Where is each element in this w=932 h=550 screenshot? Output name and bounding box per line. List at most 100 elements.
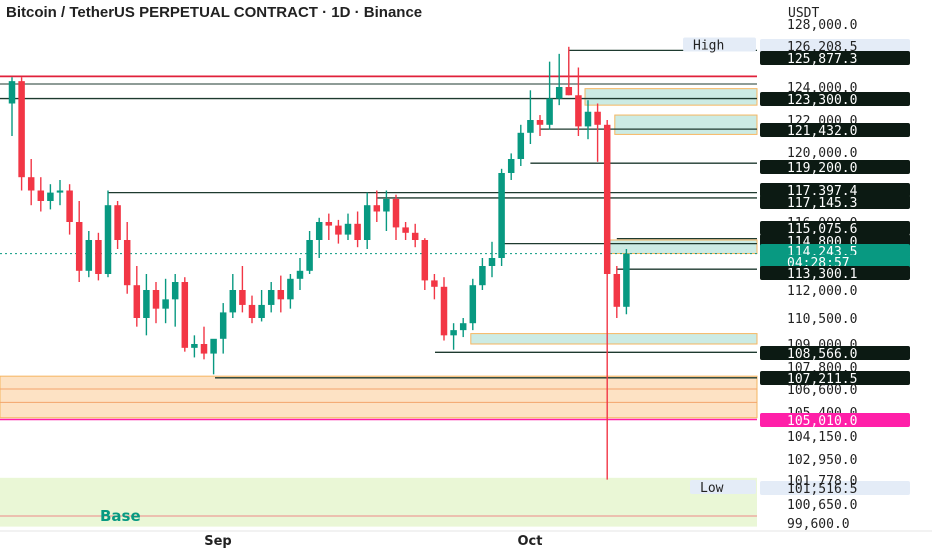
- price-tick-label: 104,150.0: [787, 430, 857, 445]
- candle-body: [411, 232, 419, 240]
- candle-body: [210, 338, 217, 354]
- candle-body: [152, 290, 160, 309]
- candle-body: [575, 95, 582, 127]
- price-tick-label: 123,300.0: [787, 93, 857, 108]
- price-tick-label: 101,516.5: [787, 482, 857, 497]
- price-tick-label: 125,877.3: [787, 52, 857, 67]
- candle-body: [469, 285, 477, 324]
- candle-body: [440, 286, 448, 336]
- price-tick-label: 119,200.0: [787, 161, 857, 176]
- candle-body: [325, 222, 333, 226]
- price-tag-bg: [760, 92, 910, 106]
- price-tick-label: 100,650.0: [787, 498, 857, 513]
- high-tag: High: [693, 38, 724, 53]
- candle-body: [181, 282, 189, 348]
- candle-body: [95, 240, 102, 274]
- candle-body: [603, 124, 611, 274]
- candle-body: [200, 344, 208, 354]
- candle-body: [584, 111, 592, 127]
- candle-body: [335, 225, 342, 235]
- candle-body: [18, 81, 25, 178]
- price-tag-bg: [760, 221, 910, 235]
- candle-body: [287, 278, 294, 300]
- price-tick-label: 110,500.0: [787, 312, 857, 327]
- candle-body: [555, 87, 563, 99]
- price-tag-bg: [760, 195, 910, 209]
- price-tick-label: 108,566.0: [787, 347, 857, 362]
- price-tick-label: 128,000.0: [787, 18, 857, 33]
- levels-layer: [0, 49, 757, 421]
- candle-body: [47, 192, 54, 201]
- candle-body: [277, 290, 285, 300]
- teal-zone-c: [608, 239, 758, 254]
- candle-body: [354, 223, 361, 240]
- low-tag: Low: [700, 481, 724, 496]
- candle-body: [459, 323, 467, 331]
- candle-body: [315, 222, 323, 240]
- price-tag-bg: [760, 183, 910, 197]
- candle-body: [546, 98, 553, 125]
- price-tags: 128,000.0126,208.5125,877.3124,000.0123,…: [683, 18, 910, 532]
- candle-body: [104, 205, 112, 274]
- candle-body: [133, 285, 141, 318]
- time-tick-label: Oct: [518, 534, 543, 549]
- candle-body: [594, 111, 601, 125]
- teal-zone-b: [614, 114, 758, 135]
- candle-body: [248, 304, 256, 318]
- candles-layer: [8, 46, 630, 480]
- candle-body: [344, 223, 352, 235]
- price-tick-label: 101,778.0: [787, 474, 857, 489]
- candle-body: [421, 240, 429, 281]
- price-tick-label: 117,145.3: [787, 196, 857, 211]
- candle-body: [498, 173, 505, 258]
- price-tag-bg: [760, 123, 910, 137]
- candle-body: [66, 190, 73, 222]
- teal-zone-a: [584, 88, 758, 106]
- base-label: Base: [100, 507, 141, 525]
- price-tag-bg: [760, 481, 910, 495]
- candle-body: [267, 290, 275, 305]
- candle-body: [507, 159, 515, 173]
- candle-body: [431, 280, 438, 287]
- price-tag-bg: [760, 39, 910, 53]
- candle-body: [143, 290, 150, 318]
- candle-body: [306, 240, 313, 271]
- price-tag-bg: [760, 244, 910, 258]
- teal-zone-d: [470, 333, 758, 345]
- price-tag-bg: [760, 255, 910, 269]
- candle-body: [75, 222, 83, 271]
- candle-body: [56, 190, 64, 193]
- candle-body: [623, 253, 630, 307]
- orange-support-zone: [0, 375, 758, 419]
- price-tick-label: 99,600.0: [787, 517, 850, 532]
- candle-body: [613, 274, 621, 307]
- price-tag-bg: [760, 371, 910, 385]
- candle-body: [373, 205, 381, 212]
- candle-body: [85, 240, 93, 271]
- candle-body: [8, 81, 16, 104]
- price-tick-label: 106,600.0: [787, 383, 857, 398]
- candle-body: [123, 240, 131, 286]
- candle-body: [229, 290, 237, 313]
- price-tick-label: 113,300.1: [787, 267, 857, 282]
- candle-body: [171, 282, 179, 300]
- candle-body: [296, 270, 304, 279]
- candle-body: [536, 120, 544, 125]
- candle-body: [191, 344, 198, 348]
- candle-body: [383, 198, 390, 212]
- price-tick-label: 121,432.0: [787, 124, 857, 139]
- candle-body: [527, 120, 534, 133]
- price-tag-bg: [760, 346, 910, 360]
- time-axis: Sep Oct: [0, 530, 932, 549]
- candle-body: [37, 190, 45, 201]
- price-tick-label: 120,000.0: [787, 146, 857, 161]
- candle-body: [162, 299, 169, 309]
- candle-body: [258, 304, 265, 318]
- candle-body: [114, 205, 121, 240]
- price-tick-label: 102,950.0: [787, 453, 857, 468]
- candle-body: [517, 132, 525, 159]
- candle-body: [27, 177, 35, 191]
- price-tag-bg: [760, 51, 910, 65]
- low-tag-bg: [690, 480, 756, 494]
